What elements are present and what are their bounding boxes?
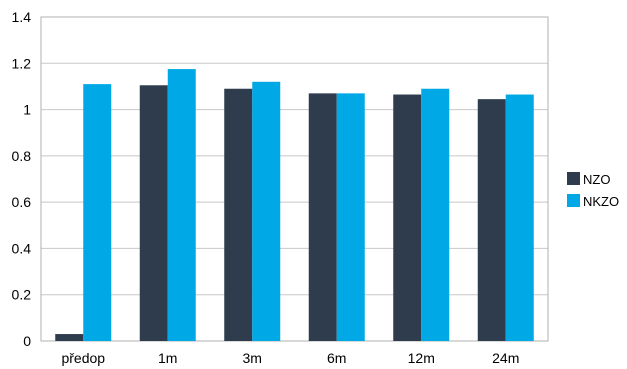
y-tick-label: 1.2 [12,55,32,71]
bar-nzo-4 [393,94,422,342]
bar-nkzo-0 [83,84,112,341]
y-tick-label: 1 [23,102,31,118]
legend-label-nzo: NZO [583,172,610,187]
x-tick-label: 6m [327,350,346,366]
bar-nzo-1 [139,85,168,342]
plot-frame [40,16,549,342]
x-tick-label: 12m [408,350,435,366]
y-tick-label: 0.4 [12,240,32,256]
y-tick-label: 0.8 [12,148,32,164]
x-axis-ticks: předop 1m 3m 6m 12m 24m [61,350,519,366]
y-tick-label: 1.4 [12,9,32,25]
bar-nzo-2 [224,88,253,341]
y-tick-label: 0.6 [12,194,32,210]
x-tick-label: 1m [158,350,177,366]
bar-nkzo-3 [336,93,365,341]
x-tick-label: 3m [243,350,262,366]
bars [55,69,534,342]
legend-swatch-nkzo [567,194,580,207]
bar-nkzo-1 [167,69,196,342]
bar-nkzo-4 [421,88,450,341]
bar-nzo-5 [477,99,506,342]
bar-nkzo-5 [505,94,534,342]
bar-nzo-0 [55,334,84,341]
y-tick-label: 0.2 [12,287,32,303]
bar-nzo-3 [308,93,337,341]
gridlines [41,16,548,342]
bar-nkzo-2 [252,81,281,342]
y-tick-label: 0 [23,333,31,349]
legend: NZO NKZO [567,172,619,209]
legend-label-nkzo: NKZO [583,194,619,209]
x-tick-label: 24m [492,350,519,366]
x-tick-label: předop [61,350,105,366]
y-axis-ticks: 0 0.2 0.4 0.6 0.8 1 1.2 1.4 [12,9,32,349]
legend-swatch-nzo [567,172,580,185]
